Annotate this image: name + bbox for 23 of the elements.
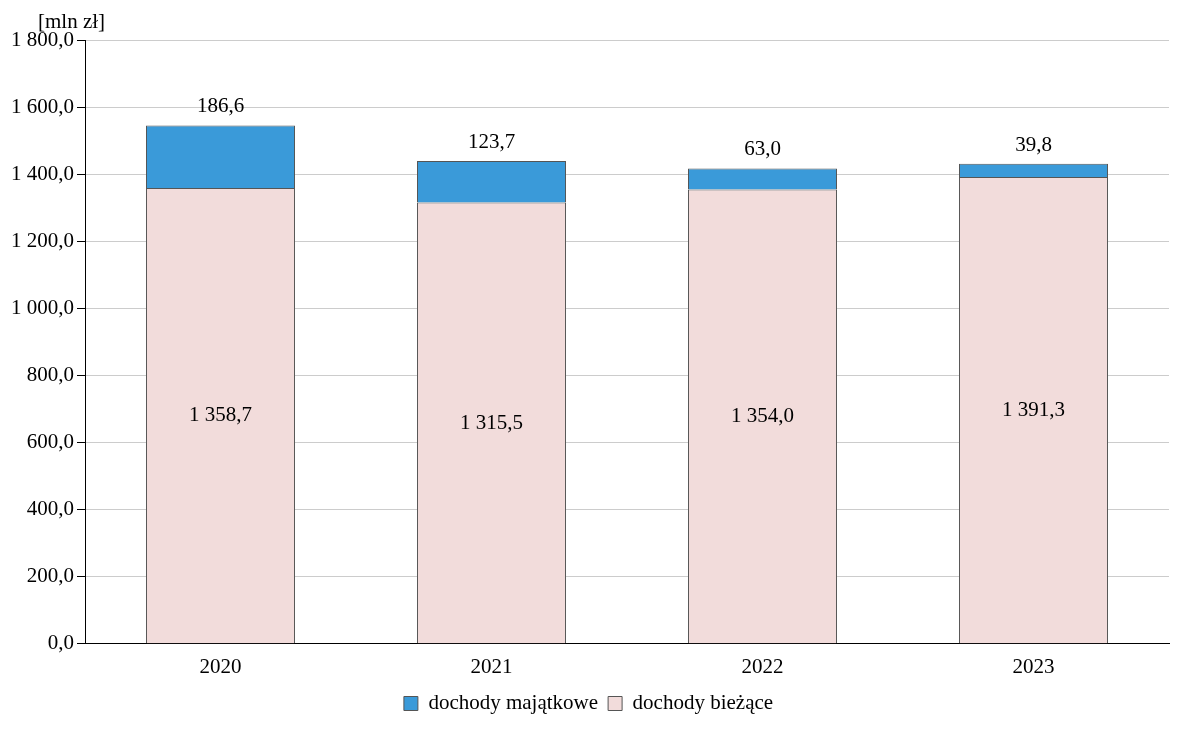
x-tick-label: 2020 [199, 653, 242, 678]
y-tick-label: 1 000,0 [11, 294, 74, 319]
legend-label: dochody majątkowe [428, 690, 599, 715]
data-label: 186,6 [196, 93, 245, 118]
y-tick-label: 600,0 [26, 429, 74, 454]
y-tick-label: 800,0 [26, 361, 74, 386]
y-tick-label: 1 200,0 [11, 227, 74, 252]
data-label: 1 358,7 [189, 402, 252, 427]
legend-label: dochody bieżące [632, 690, 774, 715]
y-tick-label: 1 600,0 [11, 93, 74, 118]
data-label: 63,0 [744, 136, 781, 161]
y-tick-label: 200,0 [26, 563, 74, 588]
data-label: 39,8 [1015, 131, 1052, 156]
x-tick-label: 2021 [470, 653, 513, 678]
data-label: 1 315,5 [460, 409, 523, 434]
x-tick-label: 2023 [1012, 653, 1055, 678]
data-label: 1 354,0 [731, 403, 794, 428]
data-label: 123,7 [467, 129, 516, 154]
data-label: 1 391,3 [1002, 396, 1065, 421]
y-tick-label: 1 400,0 [11, 160, 74, 185]
y-tick-label: 400,0 [26, 496, 74, 521]
y-tick-label: 0,0 [47, 630, 74, 655]
x-tick-label: 2022 [741, 653, 784, 678]
